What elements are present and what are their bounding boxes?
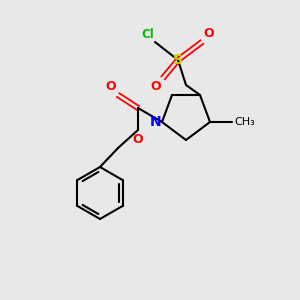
Text: CH₃: CH₃ [234, 117, 255, 127]
Text: O: O [133, 133, 143, 146]
Text: N: N [149, 115, 161, 129]
Text: Cl: Cl [141, 28, 154, 41]
Text: O: O [105, 80, 116, 93]
Text: O: O [203, 27, 214, 40]
Text: S: S [173, 53, 183, 67]
Text: O: O [150, 80, 161, 93]
